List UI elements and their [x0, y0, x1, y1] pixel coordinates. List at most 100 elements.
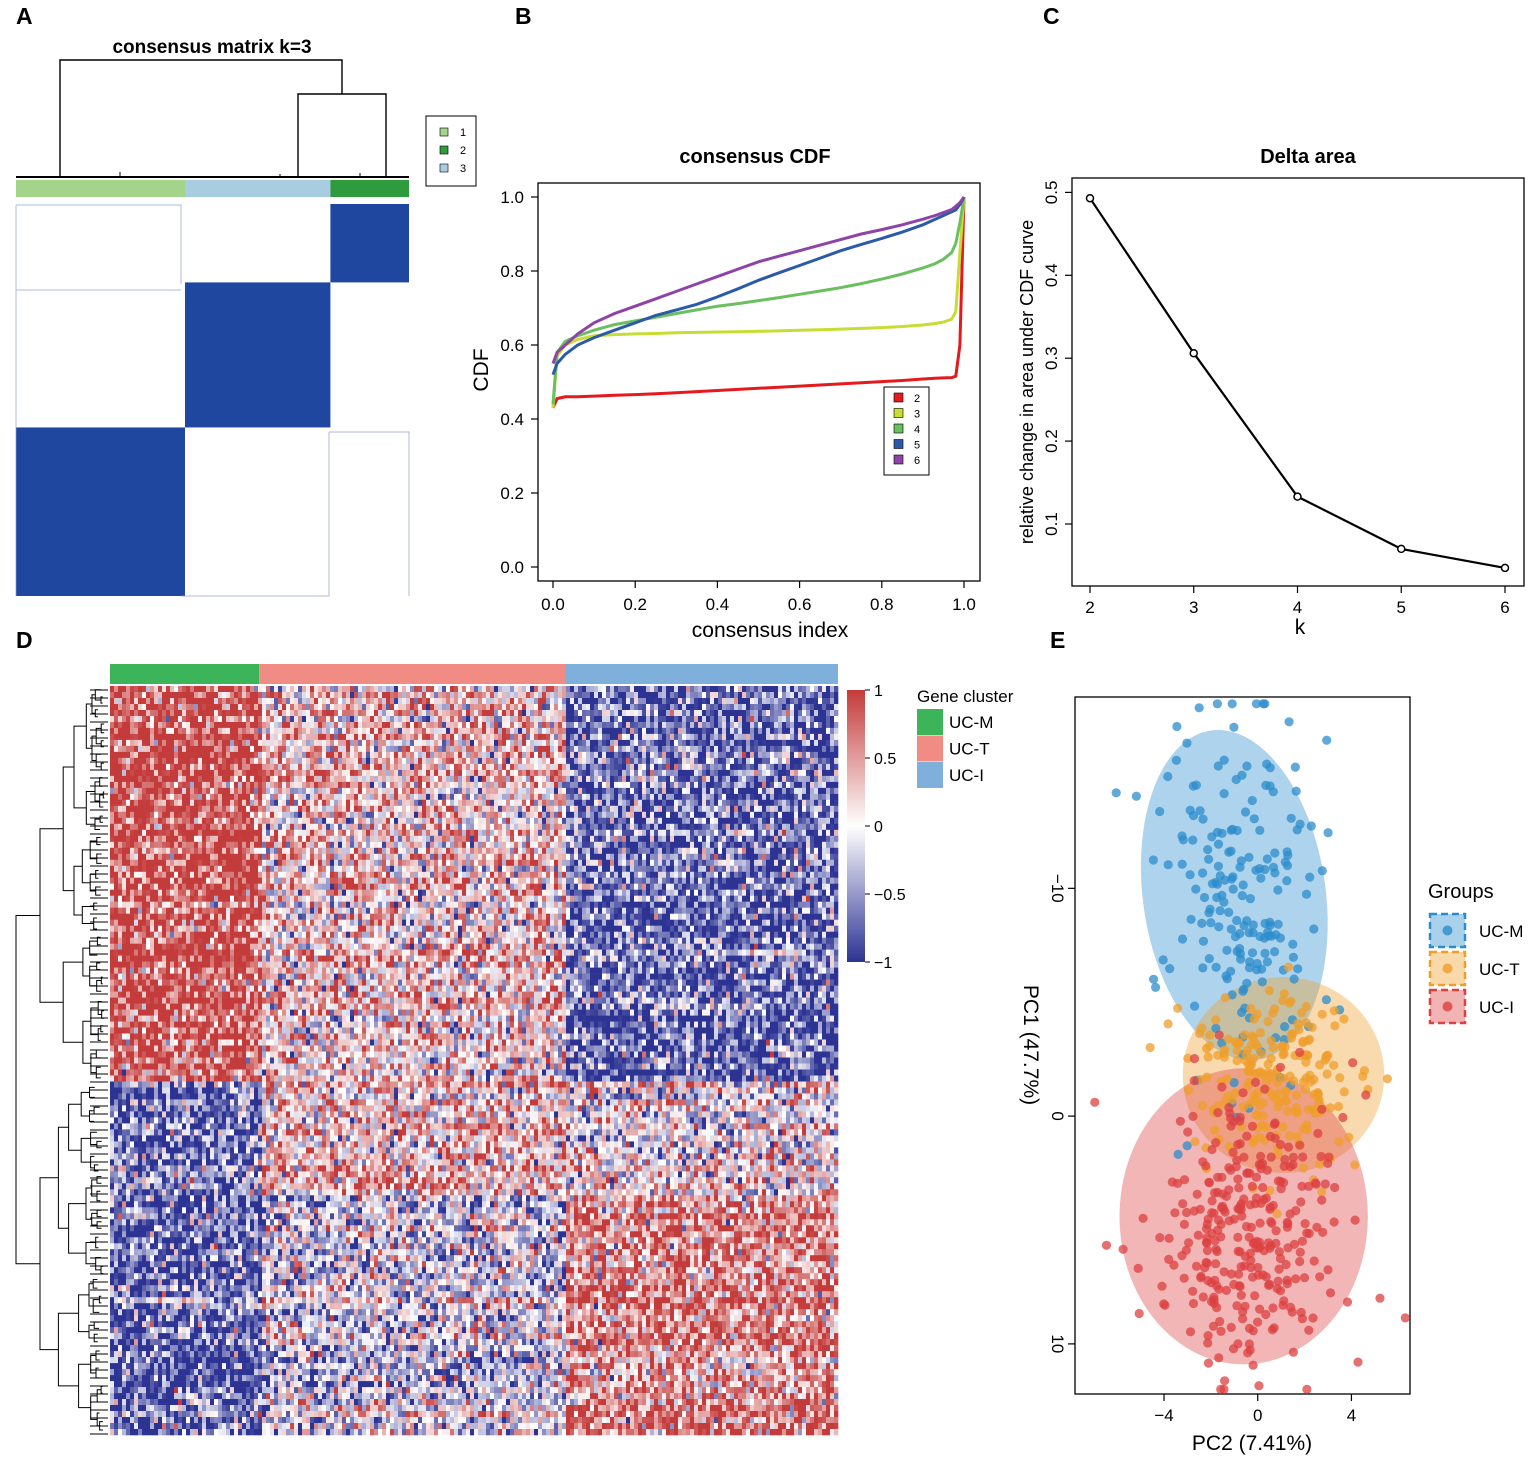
heat-cell	[562, 835, 567, 843]
heat-cell	[130, 686, 135, 693]
panel-c-plot-frame	[1071, 177, 1525, 587]
heat-cell	[690, 799, 695, 807]
heat-cell	[546, 710, 551, 717]
heat-cell	[214, 686, 219, 693]
heat-cell	[442, 829, 447, 837]
heat-cell	[270, 745, 275, 753]
heat-cell	[110, 757, 115, 765]
heat-cell	[622, 686, 627, 693]
heat-cell	[382, 716, 387, 723]
heat-cell	[170, 817, 175, 825]
heat-cell	[786, 811, 791, 819]
heat-cell	[626, 805, 631, 813]
heat-cell	[430, 692, 435, 699]
heat-cell	[334, 757, 339, 765]
heat-cell	[346, 739, 351, 747]
heat-cell	[218, 787, 223, 795]
heat-cell	[182, 751, 187, 759]
heat-cell	[778, 805, 783, 813]
heat-cell	[682, 805, 687, 813]
heat-cell	[774, 829, 779, 837]
heat-cell	[262, 811, 267, 819]
heat-cell	[478, 799, 483, 807]
heat-cell	[698, 698, 703, 705]
heat-cell	[650, 722, 655, 729]
heat-cell	[562, 739, 567, 747]
heat-cell	[730, 686, 735, 693]
heat-cell	[478, 793, 483, 801]
heat-cell	[378, 692, 383, 699]
heat-cell	[130, 739, 135, 747]
heat-cell	[162, 781, 167, 789]
delta-area-point-k6	[1500, 563, 1510, 573]
heat-cell	[154, 829, 159, 837]
heat-cell	[286, 835, 291, 843]
heat-cell	[126, 686, 131, 693]
heat-cell	[634, 829, 639, 837]
heat-cell	[282, 787, 287, 795]
heat-cell	[146, 829, 151, 837]
heat-cell	[358, 787, 363, 795]
heat-cell	[190, 704, 195, 711]
heat-cell	[342, 781, 347, 789]
heat-cell	[382, 692, 387, 699]
heat-cell	[742, 716, 747, 723]
heat-cell	[466, 841, 471, 849]
heat-cell	[526, 751, 531, 759]
heat-cell	[362, 805, 367, 813]
heat-cell	[630, 823, 635, 831]
heat-cell	[502, 686, 507, 693]
heat-cell	[578, 692, 583, 699]
heat-cell	[462, 787, 467, 795]
heat-cell	[258, 716, 263, 723]
heat-cell	[226, 775, 231, 783]
heat-cell	[222, 733, 227, 741]
heat-cell	[282, 686, 287, 693]
heat-cell	[262, 823, 267, 831]
heat-cell	[482, 823, 487, 831]
heat-cell	[218, 805, 223, 813]
heat-cell	[698, 823, 703, 831]
heat-cell	[546, 763, 551, 771]
heat-cell	[278, 823, 283, 831]
heat-cell	[422, 757, 427, 765]
heat-cell	[778, 793, 783, 801]
heat-cell	[570, 745, 575, 753]
heat-cell	[646, 727, 651, 735]
heat-cell	[702, 781, 707, 789]
heat-cell	[314, 829, 319, 837]
heat-cell	[422, 704, 427, 711]
heat-cell	[438, 739, 443, 747]
heat-cell	[582, 727, 587, 735]
heat-cell	[374, 704, 379, 711]
heat-cell	[458, 829, 463, 837]
heat-cell	[794, 727, 799, 735]
heat-cell	[426, 763, 431, 771]
heat-cell	[398, 722, 403, 729]
heat-cell	[682, 799, 687, 807]
heat-cell	[530, 763, 535, 771]
heat-cell	[774, 775, 779, 783]
heat-cell	[554, 757, 559, 765]
heat-cell	[658, 745, 663, 753]
heat-cell	[722, 823, 727, 831]
heat-cell	[334, 763, 339, 771]
heat-cell	[130, 745, 135, 753]
heat-cell	[694, 710, 699, 717]
heat-cell	[414, 835, 419, 843]
heat-cell	[714, 823, 719, 831]
heat-cell	[290, 775, 295, 783]
heat-cell	[494, 751, 499, 759]
heat-cell	[426, 799, 431, 807]
heat-cell	[182, 787, 187, 795]
heat-cell	[134, 769, 139, 777]
heat-cell	[330, 817, 335, 825]
heat-cell	[138, 787, 143, 795]
heat-cell	[486, 692, 491, 699]
heat-cell	[638, 739, 643, 747]
heat-cell	[714, 739, 719, 747]
heat-cell	[550, 722, 555, 729]
heat-cell	[550, 805, 555, 813]
heat-cell	[674, 775, 679, 783]
heat-cell	[254, 704, 259, 711]
